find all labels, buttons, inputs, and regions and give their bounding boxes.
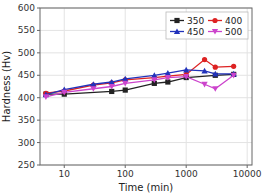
y-tick [37, 8, 40, 9]
data-point [61, 90, 67, 96]
x-grid-line [125, 8, 126, 165]
data-point [151, 72, 157, 78]
y-grid-line [40, 120, 252, 121]
data-point [123, 87, 128, 92]
data-point [109, 79, 115, 85]
y-grid-line [40, 52, 252, 53]
data-point [212, 86, 218, 92]
legend-marker [174, 28, 180, 34]
x-tick [125, 165, 126, 168]
y-axis-label: Hardness (Hv) [1, 51, 12, 122]
y-tick [37, 52, 40, 53]
y-tick-label: 500 [18, 48, 35, 58]
legend-marker [212, 18, 217, 23]
x-tick [247, 165, 248, 168]
data-point [122, 76, 128, 82]
data [43, 57, 237, 100]
series [43, 57, 236, 96]
axes: 10 100 1000 10000 250 300 350 400 450 500 550 600 [18, 3, 262, 179]
data-point [213, 65, 218, 70]
x-tick [64, 165, 65, 168]
legend-label: 350 [187, 16, 204, 26]
legend-label: 400 [225, 16, 242, 26]
legend-marker [174, 18, 179, 23]
data-point [202, 57, 207, 62]
grid [40, 8, 252, 165]
legend-box [166, 12, 248, 39]
y-tick-label: 400 [18, 93, 35, 103]
data-point [151, 77, 157, 83]
y-tick [37, 97, 40, 98]
data-point [122, 81, 128, 87]
y-tick [37, 75, 40, 76]
legend-label: 450 [187, 27, 204, 37]
series [43, 72, 236, 97]
data-point [165, 75, 171, 81]
legend: 350 400 450 500 [166, 12, 248, 39]
data-point [201, 68, 207, 74]
x-tick-label: 10 [59, 169, 71, 179]
x-grid-line [64, 8, 65, 165]
data-point [109, 84, 115, 90]
data-point [43, 94, 49, 100]
y-tick-label: 350 [18, 115, 35, 125]
y-tick [37, 30, 40, 31]
y-tick-label: 600 [18, 3, 35, 13]
y-tick-label: 550 [18, 25, 35, 35]
y-tick-label: 450 [18, 70, 35, 80]
plot-frame [40, 8, 252, 165]
data-point [90, 86, 96, 92]
series [43, 67, 237, 97]
data-point [212, 71, 218, 77]
data-point [165, 70, 171, 76]
data-point [231, 64, 236, 69]
x-axis-label: Time (min) [118, 182, 173, 193]
legend-label: 500 [225, 27, 242, 37]
data-point [183, 67, 189, 73]
y-grid-line [40, 142, 252, 143]
series [43, 73, 237, 100]
x-tick [186, 165, 187, 168]
data-point [183, 74, 189, 80]
data-point [90, 81, 96, 87]
x-tick-label: 100 [117, 169, 134, 179]
chart: 10 100 1000 10000 250 300 350 400 450 500 550 600 Ti… [0, 0, 264, 195]
data-point [201, 82, 207, 88]
y-tick [37, 120, 40, 121]
series-line [46, 75, 234, 97]
y-tick [37, 142, 40, 143]
y-tick-label: 250 [18, 160, 35, 170]
x-tick-label: 1000 [175, 169, 198, 179]
y-tick-label: 300 [18, 138, 35, 148]
y-tick [37, 165, 40, 166]
legend-marker [212, 29, 218, 35]
x-tick-label: 10000 [233, 169, 262, 179]
y-grid-line [40, 97, 252, 98]
data-point [231, 73, 237, 79]
